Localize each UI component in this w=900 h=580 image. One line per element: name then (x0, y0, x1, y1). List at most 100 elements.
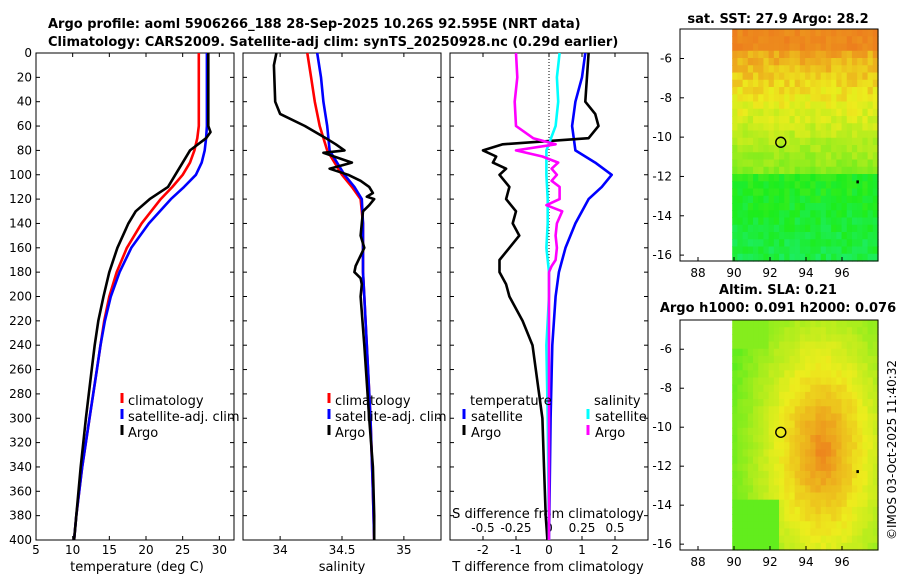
map-cell (805, 137, 811, 146)
map-cell (851, 181, 858, 190)
map-cell (763, 327, 770, 335)
map-cell (862, 123, 869, 132)
map-cell (857, 334, 863, 343)
map-cell (773, 224, 780, 233)
map-cell (763, 528, 770, 537)
map-cell (815, 355, 822, 364)
map-cell (836, 203, 843, 211)
map-cell (768, 506, 775, 515)
map-cell (805, 535, 811, 544)
map-cell (789, 174, 796, 182)
map-cell (872, 406, 879, 415)
map-cell (841, 348, 848, 357)
map-cell (732, 116, 739, 124)
map-cell (768, 377, 775, 386)
map-cell (794, 253, 801, 262)
map-cell (763, 348, 770, 357)
map-cell (846, 470, 853, 479)
map-cell (815, 492, 822, 501)
map-cell (794, 123, 801, 132)
map-cell (851, 166, 858, 175)
map-cell (742, 210, 749, 219)
map-cell (820, 253, 827, 262)
map-cell (872, 203, 879, 211)
map-cell (836, 65, 843, 74)
map-cell (779, 456, 785, 465)
map-cell (857, 87, 863, 95)
map-cell (836, 58, 843, 66)
map-cell (794, 29, 801, 37)
map-cell (789, 36, 796, 45)
series-line-salinity-satellite (545, 52, 561, 541)
map-cell (820, 130, 827, 139)
map-cell (851, 435, 858, 443)
map-cell (737, 130, 744, 139)
map-cell (851, 406, 858, 415)
map-cell (789, 152, 796, 161)
map-cell (841, 384, 848, 393)
map-cell (794, 363, 801, 371)
map-cell (794, 370, 801, 379)
map-cell (862, 50, 869, 59)
map-cell (851, 159, 858, 168)
map-cell (747, 224, 754, 233)
map-cell (753, 224, 759, 233)
map-cell (867, 542, 874, 551)
map-cell (789, 442, 796, 450)
map-cell (810, 355, 817, 364)
map-cell (825, 370, 832, 379)
map-cell (820, 348, 827, 357)
map-cell (784, 239, 791, 248)
map-cell (846, 435, 853, 443)
map-cell (867, 478, 874, 486)
map-cell (872, 449, 879, 458)
map-cell (805, 370, 811, 379)
map-cell (846, 499, 853, 508)
map-cell (820, 456, 827, 465)
map-cell (862, 94, 869, 103)
map-cell (773, 50, 780, 59)
map-cell (805, 130, 811, 139)
map-cell (872, 470, 879, 479)
map-cell (810, 327, 817, 335)
map-cell (841, 123, 848, 132)
map-cell (815, 181, 822, 190)
map-cell (820, 506, 827, 515)
map-cell (779, 427, 785, 436)
map-cell (862, 427, 869, 436)
map-cell (831, 514, 837, 522)
map-cell (768, 123, 775, 132)
map-cell (789, 514, 796, 522)
map-cell (773, 108, 780, 117)
map-cell (825, 528, 832, 537)
map-cell (841, 478, 848, 486)
map-cell (867, 521, 874, 530)
map-cell (737, 217, 744, 226)
map-cell (753, 203, 759, 211)
map-cell (742, 377, 749, 386)
map-cell (867, 320, 874, 328)
map-cell (851, 542, 858, 551)
map-cell (867, 203, 874, 211)
map-cell (794, 406, 801, 415)
map-cell (768, 239, 775, 248)
map-cell (825, 210, 832, 219)
map-cell (846, 108, 853, 117)
map-cell (805, 327, 811, 335)
map-cell (825, 485, 832, 494)
map-cell (753, 370, 759, 379)
map-cell (789, 406, 796, 415)
map-cell (768, 463, 775, 472)
map-cell (789, 195, 796, 204)
map-cell (841, 224, 848, 233)
map-cell (773, 79, 780, 88)
map-cell (742, 348, 749, 357)
map-cell (820, 181, 827, 190)
map-cell (747, 499, 754, 508)
map-cell (768, 384, 775, 393)
map-cell (862, 217, 869, 226)
map-cell (810, 427, 817, 436)
map-cell (732, 334, 739, 343)
map-cell (862, 363, 869, 371)
map-y-tick-label: -10 (652, 130, 672, 144)
